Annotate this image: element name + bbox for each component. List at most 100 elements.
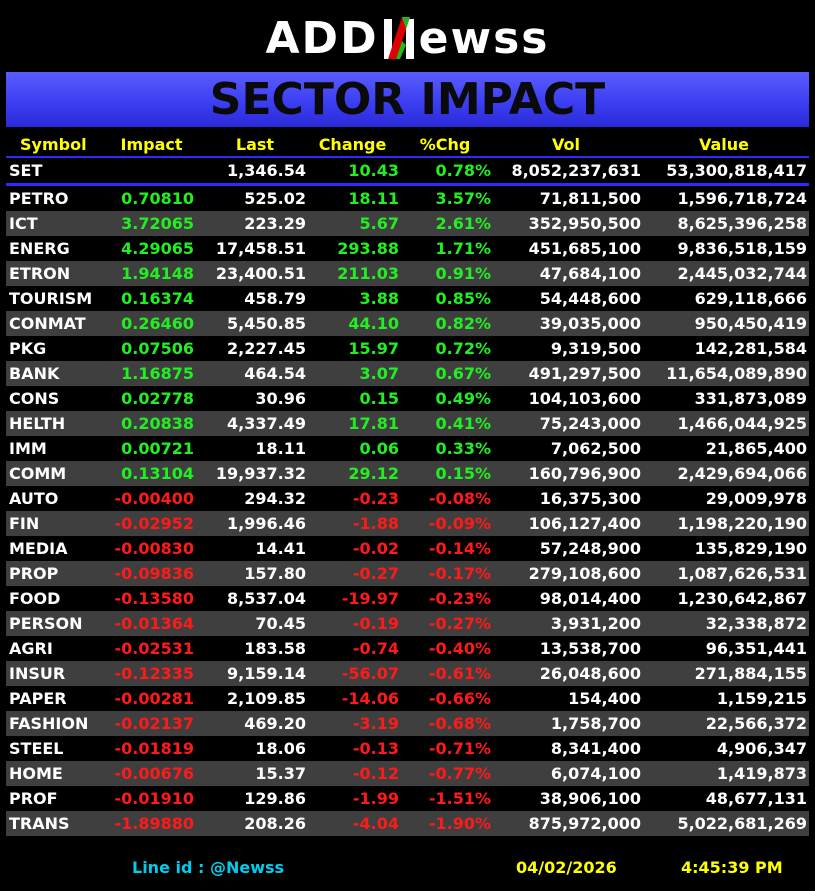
- cell-last: 15.37: [255, 764, 306, 783]
- cell-change: 15.97: [348, 339, 399, 358]
- cell-last: 223.29: [244, 214, 306, 233]
- cell-pchg: -0.61%: [428, 664, 491, 683]
- table-row: PAPER -0.00281 2,109.85 -14.06 -0.66% 154,400…: [6, 686, 809, 711]
- sector-rows: PETRO 0.70810 525.02 18.11 3.57% 71,811,500 1,…: [6, 186, 809, 836]
- cell-last: 208.26: [244, 814, 306, 833]
- cell-vol: 451,685,100: [528, 239, 641, 258]
- footer-time: 4:45:39 PM: [681, 858, 783, 877]
- cell-pchg: 0.41%: [435, 414, 491, 433]
- cell-pchg: 0.85%: [435, 289, 491, 308]
- cell-pchg: 0.15%: [435, 464, 491, 483]
- cell-symbol: FASHION: [9, 714, 89, 733]
- cell-value: 2,445,032,744: [677, 264, 807, 283]
- cell-impact: -0.00676: [114, 764, 194, 783]
- cell-impact: -0.02531: [114, 639, 194, 658]
- cell-impact: 0.13104: [121, 464, 194, 483]
- sector-table: Symbol Impact Last Change %Chg Vol Value…: [6, 132, 809, 836]
- cell-symbol: PETRO: [9, 189, 69, 208]
- cell-change: 5.67: [359, 214, 399, 233]
- cell-impact: 0.02778: [121, 389, 194, 408]
- cell-pchg: -0.23%: [428, 589, 491, 608]
- cell-last: 19,937.32: [215, 464, 306, 483]
- cell-value: 2,429,694,066: [677, 464, 807, 483]
- cell-change: -0.27: [352, 564, 399, 583]
- cell-change: -0.19: [352, 614, 399, 633]
- cell-pchg: 0.72%: [435, 339, 491, 358]
- cell-vol: 7,062,500: [550, 439, 641, 458]
- set-pchg: 0.78%: [435, 161, 491, 180]
- cell-impact: 1.16875: [121, 364, 194, 383]
- cell-change: -0.23: [352, 489, 399, 508]
- table-row: PERSON -0.01364 70.45 -0.19 -0.27% 3,931,200 3…: [6, 611, 809, 636]
- cell-vol: 16,375,300: [539, 489, 641, 508]
- col-header-pchg: %Chg: [419, 134, 471, 154]
- cell-vol: 9,319,500: [550, 339, 641, 358]
- cell-vol: 104,103,600: [528, 389, 641, 408]
- table-row: TOURISM 0.16374 458.79 3.88 0.85% 54,448,600 6…: [6, 286, 809, 311]
- table-row: BANK 1.16875 464.54 3.07 0.67% 491,297,500 11,…: [6, 361, 809, 386]
- cell-impact: 0.00721: [121, 439, 194, 458]
- cell-symbol: TOURISM: [9, 289, 93, 308]
- cell-value: 135,829,190: [694, 539, 807, 558]
- cell-symbol: BANK: [9, 364, 60, 383]
- cell-impact: -0.00830: [114, 539, 194, 558]
- table-row: ICT 3.72065 223.29 5.67 2.61% 352,950,500 8,62…: [6, 211, 809, 236]
- cell-impact: -0.09836: [114, 564, 194, 583]
- col-header-value: Value: [698, 134, 750, 154]
- set-value: 53,300,818,417: [666, 161, 807, 180]
- cell-pchg: -0.09%: [428, 514, 491, 533]
- page-title: SECTOR IMPACT: [209, 74, 606, 125]
- cell-change: -4.04: [352, 814, 399, 833]
- cell-last: 9,159.14: [227, 664, 306, 683]
- table-row: TRANS -1.89880 208.26 -4.04 -1.90% 875,972,00…: [6, 811, 809, 836]
- cell-last: 30.96: [255, 389, 306, 408]
- cell-vol: 106,127,400: [528, 514, 641, 533]
- set-change: 10.43: [348, 161, 399, 180]
- table-row: STEEL -0.01819 18.06 -0.13 -0.71% 8,341,400 4,…: [6, 736, 809, 761]
- cell-pchg: -0.27%: [428, 614, 491, 633]
- cell-value: 32,338,872: [705, 614, 807, 633]
- cell-pchg: 2.61%: [435, 214, 491, 233]
- cell-vol: 38,906,100: [539, 789, 641, 808]
- set-index-row: SET 1,346.54 10.43 0.78% 8,052,237,631 5…: [6, 158, 809, 186]
- cell-symbol: IMM: [9, 439, 47, 458]
- cell-impact: -0.00281: [114, 689, 194, 708]
- cell-symbol: PKG: [9, 339, 47, 358]
- cell-symbol: ICT: [9, 214, 38, 233]
- cell-pchg: -0.08%: [428, 489, 491, 508]
- cell-impact: 0.26460: [121, 314, 194, 333]
- app-logo: ADD ewss: [0, 8, 815, 68]
- cell-value: 11,654,089,890: [666, 364, 807, 383]
- cell-last: 23,400.51: [215, 264, 306, 283]
- cell-symbol: COMM: [9, 464, 67, 483]
- cell-symbol: INSUR: [9, 664, 66, 683]
- cell-change: 0.15: [359, 389, 399, 408]
- cell-last: 1,996.46: [227, 514, 306, 533]
- set-vol: 8,052,237,631: [511, 161, 641, 180]
- set-last: 1,346.54: [227, 161, 306, 180]
- cell-vol: 8,341,400: [550, 739, 641, 758]
- cell-vol: 26,048,600: [539, 664, 641, 683]
- cell-value: 1,466,044,925: [677, 414, 807, 433]
- table-row: ETRON 1.94148 23,400.51 211.03 0.91% 47,684,1…: [6, 261, 809, 286]
- cell-vol: 279,108,600: [528, 564, 641, 583]
- col-header-symbol: Symbol: [20, 134, 87, 154]
- cell-change: -0.74: [352, 639, 399, 658]
- cell-pchg: -0.40%: [428, 639, 491, 658]
- cell-value: 142,281,584: [694, 339, 807, 358]
- cell-last: 2,227.45: [227, 339, 306, 358]
- cell-vol: 13,538,700: [539, 639, 641, 658]
- cell-last: 157.80: [244, 564, 306, 583]
- cell-last: 18.11: [255, 439, 306, 458]
- table-row: PROF -0.01910 129.86 -1.99 -1.51% 38,906,100 4…: [6, 786, 809, 811]
- cell-change: -19.97: [341, 589, 399, 608]
- cell-symbol: MEDIA: [9, 539, 68, 558]
- cell-symbol: AUTO: [9, 489, 59, 508]
- table-row: CONMAT 0.26460 5,450.85 44.10 0.82% 39,035,00…: [6, 311, 809, 336]
- cell-symbol: STEEL: [9, 739, 64, 758]
- cell-vol: 47,684,100: [539, 264, 641, 283]
- table-row: PKG 0.07506 2,227.45 15.97 0.72% 9,319,500 142…: [6, 336, 809, 361]
- cell-value: 1,419,873: [716, 764, 807, 783]
- cell-pchg: -0.14%: [428, 539, 491, 558]
- cell-value: 950,450,419: [694, 314, 807, 333]
